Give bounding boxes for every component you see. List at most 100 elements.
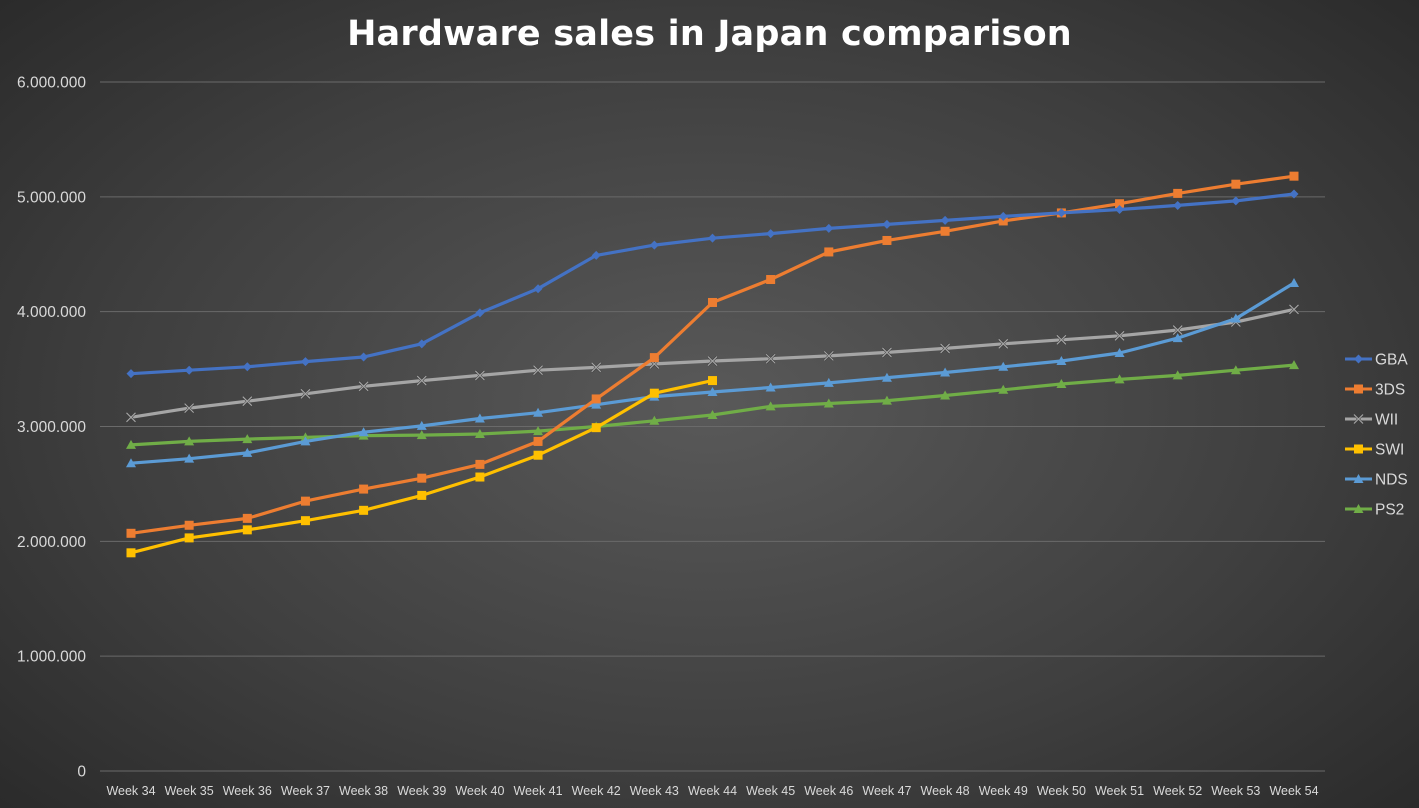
data-point-wii [532, 364, 544, 376]
data-point-3ds [940, 226, 950, 236]
data-point-3ds [766, 275, 776, 285]
data-point-swi [475, 472, 485, 482]
series-gba [126, 189, 1299, 379]
data-point-wii [1288, 304, 1300, 315]
data-point-wii [183, 402, 195, 414]
data-point-wii [1056, 334, 1067, 346]
x-tick-label: Week 48 [921, 784, 970, 798]
data-point-wii [300, 388, 311, 400]
y-axis-tick-labels: 0 1.000.000 2.000.000 3.000.000 4.000.000 5.0… [17, 75, 86, 781]
data-point-ps2 [126, 439, 136, 449]
data-point-wii [125, 412, 137, 423]
data-point-ps2 [184, 436, 195, 446]
data-point-gba [184, 365, 194, 375]
chart-title: Hardware sales in Japan comparison [347, 14, 1072, 54]
data-point-ps2 [823, 398, 834, 408]
data-point-swi [359, 505, 369, 515]
x-tick-label: Week 52 [1153, 784, 1202, 798]
data-point-nds [1230, 313, 1241, 323]
data-point-gba [591, 250, 601, 260]
data-point-wii [590, 362, 602, 373]
gridlines [100, 81, 1325, 772]
data-point-swi [417, 490, 427, 500]
data-point-wii [707, 355, 718, 367]
data-point-ps2 [649, 415, 660, 425]
legend-label-swi: SWI [1375, 442, 1404, 459]
legend-marker-3ds [1354, 384, 1363, 394]
x-tick-label: Week 37 [281, 784, 330, 798]
data-point-3ds [533, 436, 543, 446]
data-point-wii [242, 395, 253, 407]
data-point-nds [416, 420, 427, 430]
data-point-swi [300, 516, 310, 526]
legend-label-nds: NDS [1375, 472, 1408, 489]
data-point-wii [416, 375, 428, 386]
data-point-ps2 [1114, 374, 1125, 384]
data-point-3ds [242, 513, 252, 523]
data-point-ps2 [881, 395, 892, 405]
x-axis-tick-labels: Week 34 Week 35 Week 36 Week 37 Week 38 Week … [106, 784, 1318, 798]
data-point-nds [533, 407, 544, 417]
series-line-swi [129, 379, 715, 555]
data-point-3ds [126, 528, 136, 538]
data-point-3ds [1289, 171, 1299, 181]
data-point-swi [533, 450, 543, 460]
legend-item-3ds: 3DS [1345, 382, 1405, 399]
x-tick-label: Week 43 [630, 784, 679, 798]
x-tick-label: Week 44 [688, 784, 737, 798]
x-tick-label: Week 34 [106, 784, 155, 798]
x-tick-label: Week 39 [397, 784, 446, 798]
data-point-gba [242, 362, 252, 372]
legend: GBA 3DS WII SWI NDS PS2 [1345, 352, 1408, 519]
legend-item-swi: SWI [1345, 442, 1404, 459]
data-point-3ds [1231, 179, 1241, 189]
data-point-3ds [300, 496, 310, 506]
x-tick-label: Week 50 [1037, 784, 1086, 798]
data-point-swi [126, 548, 136, 558]
data-point-nds [881, 372, 892, 382]
legend-item-wii: WII [1345, 412, 1398, 429]
data-point-nds [184, 453, 195, 463]
data-point-nds [765, 382, 776, 392]
data-point-3ds [475, 459, 485, 469]
x-tick-label: Week 47 [862, 784, 911, 798]
data-point-ps2 [1289, 360, 1299, 370]
series-swi [126, 376, 717, 558]
y-tick-label: 1.000.000 [17, 649, 86, 666]
data-point-gba [475, 308, 485, 318]
data-point-ps2 [533, 426, 544, 436]
legend-label-ps2: PS2 [1375, 502, 1404, 519]
data-point-gba [126, 369, 136, 379]
x-tick-label: Week 46 [804, 784, 853, 798]
data-point-gba [824, 223, 834, 233]
series-lines [125, 171, 1300, 558]
legend-item-gba: GBA [1345, 352, 1408, 369]
legend-label-gba: GBA [1375, 352, 1408, 369]
data-point-nds [1172, 333, 1183, 343]
data-point-gba [1231, 196, 1241, 206]
x-tick-label: Week 40 [455, 784, 504, 798]
data-point-ps2 [1056, 379, 1067, 389]
data-point-3ds [359, 484, 369, 494]
series-ps2 [126, 360, 1299, 449]
y-tick-label: 6.000.000 [17, 75, 86, 92]
legend-label-wii: WII [1375, 412, 1398, 429]
x-tick-label: Week 36 [223, 784, 272, 798]
data-point-nds [358, 427, 369, 437]
series-nds [126, 277, 1299, 468]
legend-marker-nds [1353, 474, 1364, 483]
x-tick-label: Week 35 [165, 784, 214, 798]
data-point-3ds [708, 297, 717, 307]
x-tick-label: Week 38 [339, 784, 388, 798]
series-line-gba [129, 192, 1296, 376]
data-point-wii [823, 350, 835, 362]
data-point-gba [708, 233, 717, 243]
data-point-ps2 [765, 401, 776, 411]
legend-marker-gba [1354, 354, 1363, 364]
series-wii [125, 304, 1300, 423]
data-point-gba [649, 240, 659, 250]
data-point-gba [417, 339, 427, 349]
data-point-ps2 [1172, 370, 1183, 380]
data-point-3ds [1173, 188, 1183, 198]
